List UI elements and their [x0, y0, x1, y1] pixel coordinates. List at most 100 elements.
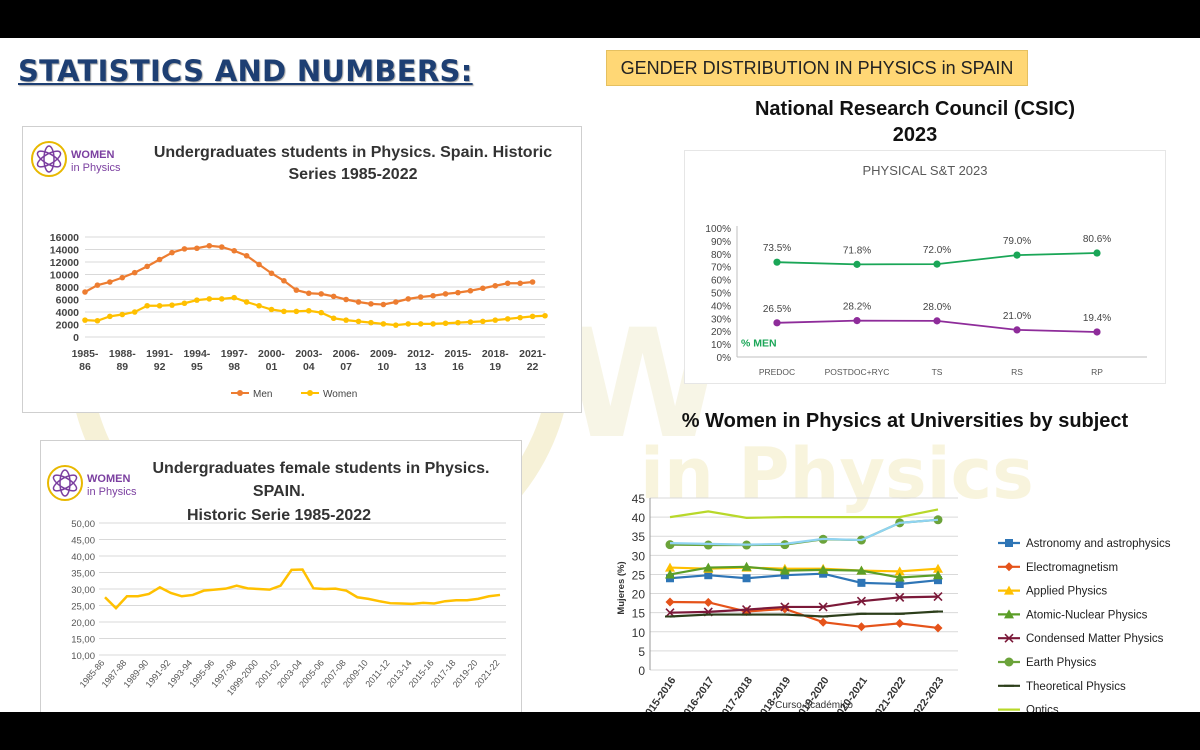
chart3-title: PHYSICAL S&T 2023: [862, 163, 987, 178]
chart1-point: [480, 285, 486, 291]
chart3-data-label: 79.0%: [1003, 236, 1031, 247]
chart2-title-line2: SPAIN.: [253, 483, 305, 500]
chart1-point: [169, 250, 175, 256]
chart4-point: [819, 618, 828, 627]
chart2-ytick: 10,00: [71, 651, 95, 662]
chart1-panel: WOMEN in Physics Undergraduates students…: [22, 126, 582, 413]
chart1-xtick: 2006-: [333, 348, 360, 360]
chart1-legend-marker: [307, 390, 313, 396]
chart1-xtick: 2003-: [295, 348, 322, 360]
chart4-ytick: 10: [632, 626, 646, 640]
chart4-earth-line: [670, 520, 938, 545]
chart1-point: [281, 278, 287, 284]
chart1-point: [119, 275, 125, 281]
chart1-xtick: 1997-: [221, 348, 248, 360]
chart4-xtick: 2022-2023: [908, 675, 947, 712]
chart1-point: [244, 299, 250, 305]
chart1-xtick: 04: [303, 361, 315, 373]
chart3-ytick: 80%: [711, 250, 731, 261]
page-title: STATISTICS AND NUMBERS:: [18, 54, 473, 88]
chart1-xtick: 10: [378, 361, 390, 373]
chart1-point: [231, 248, 237, 254]
chart2-title-line1: Undergraduates female students in Physi…: [153, 460, 490, 477]
chart1-point: [157, 257, 163, 263]
chart1-point: [95, 282, 101, 288]
chart1-xtick: 1994-: [183, 348, 210, 360]
chart4-ytick: 45: [632, 492, 646, 506]
chart1-point: [207, 296, 213, 302]
chart1-series-line-1: [85, 298, 545, 326]
chart4-ylabel: Mujeres (%): [616, 561, 627, 614]
chart1-point: [393, 322, 399, 328]
chart1-xtick: 22: [527, 361, 539, 373]
chart1-xtick: 2012-: [407, 348, 434, 360]
chart1-ytick: 10000: [50, 270, 79, 282]
chart4-ytick: 40: [632, 511, 646, 525]
chart4-xtick: 2016-2017: [678, 675, 717, 712]
chart1-point: [107, 279, 113, 285]
chart4-legend-marker: [1005, 562, 1014, 571]
chart3-ytick: 50%: [711, 289, 731, 300]
chart1-point: [194, 245, 200, 251]
chart1-point: [306, 308, 312, 314]
chart1-ytick: 8000: [56, 282, 80, 294]
chart1-point: [343, 297, 349, 303]
chart4-legend-label: Electromagnetism: [1026, 562, 1118, 574]
chart1-xtick: 2009-: [370, 348, 397, 360]
chart1-point: [517, 280, 523, 286]
chart1-xtick: 2018-: [482, 348, 509, 360]
chart1-point: [492, 317, 498, 323]
chart1-xtick: 1988-: [109, 348, 136, 360]
chart3-point: [933, 317, 940, 324]
slide: W in Physics STATISTICS AND NUMBERS: GEN…: [0, 38, 1200, 712]
chart4-point: [857, 622, 866, 631]
chart3-data-label: 80.6%: [1083, 234, 1111, 245]
chart1-point: [368, 320, 374, 326]
chart1-point: [356, 319, 362, 325]
chart1-point: [231, 295, 237, 301]
chart1-point: [182, 300, 188, 306]
chart1-xtick: 2000-: [258, 348, 285, 360]
chart1-title-line2: Series 1985-2022: [289, 166, 418, 183]
chart1-point: [294, 287, 300, 293]
chart1-point: [505, 280, 511, 286]
chart1-xtick: 1985-: [72, 348, 99, 360]
chart3-svg: PHYSICAL S&T 20230%10%20%30%40%50%60%70%…: [685, 151, 1165, 383]
chart1-point: [318, 291, 324, 297]
chart1-ytick: 12000: [50, 257, 79, 269]
chart3-series-label-men: % MEN: [741, 338, 777, 350]
chart4-xtick: 2017-2018: [716, 675, 755, 712]
chart1-xtick: 01: [266, 361, 278, 373]
chart1-point: [530, 279, 536, 285]
chart1-point: [269, 270, 275, 276]
chart4-legend-label: Applied Physics: [1026, 586, 1107, 598]
chart1-point: [393, 299, 399, 305]
chart4-ytick: 20: [632, 588, 646, 602]
chart1-point: [182, 246, 188, 252]
chart1-point: [318, 310, 324, 316]
chart1-point: [306, 290, 312, 296]
chart4-ytick: 0: [638, 664, 645, 678]
chart2-ytick: 20,00: [71, 618, 95, 629]
chart2-ytick: 50,00: [71, 519, 95, 530]
chart4-point: [934, 623, 943, 632]
chart3-ytick: 60%: [711, 276, 731, 287]
chart2-ytick: 40,00: [71, 552, 95, 563]
chart4-legend-label: Atomic-Nuclear Physics: [1026, 609, 1148, 621]
chart1-point: [381, 302, 387, 308]
chart1-point: [194, 297, 200, 303]
chart4-legend-marker: [1005, 539, 1013, 547]
chart3-ytick: 0%: [717, 353, 732, 364]
chart1-point: [468, 319, 474, 325]
chart4-legend-marker: [1005, 658, 1014, 667]
chart1-point: [443, 291, 449, 297]
chart4-ytick: 15: [632, 607, 646, 621]
section-banner: GENDER DISTRIBUTION IN PHYSICS in SPAIN: [606, 50, 1028, 86]
chart3-xtick: RS: [1011, 367, 1023, 377]
chart3-point: [853, 261, 860, 268]
chart1-point: [405, 321, 411, 327]
chart1-point: [144, 264, 150, 270]
chart1-xtick: 19: [489, 361, 501, 373]
chart3-point: [1093, 328, 1100, 335]
chart3-point: [853, 317, 860, 324]
